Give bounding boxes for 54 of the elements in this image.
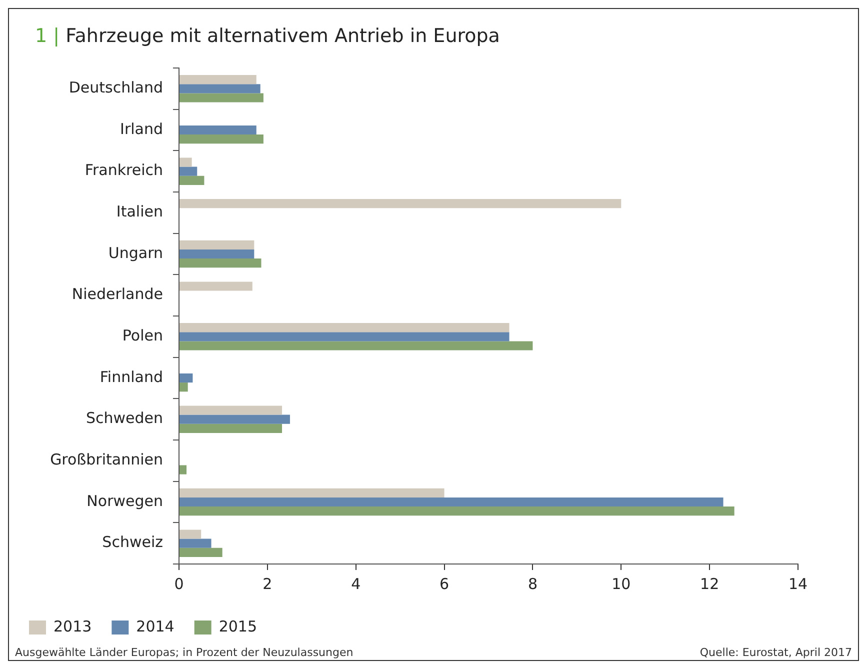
bar <box>180 341 533 350</box>
y-tick-label: Finnland <box>100 368 163 386</box>
legend-label: 2014 <box>136 617 174 636</box>
bar <box>180 382 188 392</box>
bar <box>180 240 254 250</box>
bar <box>180 530 202 539</box>
bar <box>180 84 260 94</box>
bar <box>180 249 254 259</box>
bar <box>180 465 187 474</box>
text: Ausgewählte Länder Europas; in Prozent der Neuzulassungen <box>15 646 354 659</box>
y-tick-label: Niederlande <box>72 285 163 304</box>
bar <box>180 75 256 84</box>
x-tick-label: 4 <box>351 574 361 593</box>
bar <box>180 176 204 185</box>
bar <box>180 548 222 557</box>
y-tick-label: Norwegen <box>86 492 163 510</box>
bar <box>180 424 282 433</box>
bar <box>180 282 252 291</box>
x-tick-label: 12 <box>700 574 720 593</box>
bar <box>180 488 444 498</box>
y-tick-label: Schweden <box>86 409 163 428</box>
y-tick-label: Ungarn <box>108 244 163 262</box>
y-tick-label: Deutschland <box>68 78 163 97</box>
x-tick-label: 0 <box>174 574 184 593</box>
bar <box>180 125 256 135</box>
legend-label: 2015 <box>218 617 258 636</box>
y-tick-label: Polen <box>122 326 163 345</box>
bar <box>180 506 734 516</box>
x-tick-label: 8 <box>528 574 538 593</box>
bar <box>180 414 290 424</box>
bar <box>180 258 262 268</box>
bar <box>180 199 622 208</box>
bar <box>180 158 192 167</box>
bar <box>180 373 193 383</box>
y-tick-label: Irland <box>120 120 163 138</box>
source-note: Quelle: Eurostat, April 2017 <box>700 646 852 659</box>
bar <box>180 93 264 102</box>
bar <box>180 166 198 176</box>
legend-label: 2013 <box>54 617 92 636</box>
y-tick-label: Schweiz <box>102 533 164 552</box>
x-tick-label: 6 <box>440 574 450 593</box>
y-tick-label: Frankreich <box>84 161 163 180</box>
bar <box>180 406 282 415</box>
y-tick-label: Großbritannien <box>50 450 163 469</box>
x-tick-label: 2 <box>262 574 272 593</box>
y-tick-label: Italien <box>116 202 163 221</box>
x-tick-label: 10 <box>612 574 631 593</box>
bar <box>180 134 264 144</box>
x-tick-label: 14 <box>788 574 808 593</box>
bar <box>180 538 212 548</box>
chart-title: 1 | Fahrzeuge mit alternativem Antrieb in Europa <box>35 25 500 47</box>
bar <box>180 332 510 342</box>
bar <box>180 497 724 507</box>
bar <box>180 323 510 332</box>
